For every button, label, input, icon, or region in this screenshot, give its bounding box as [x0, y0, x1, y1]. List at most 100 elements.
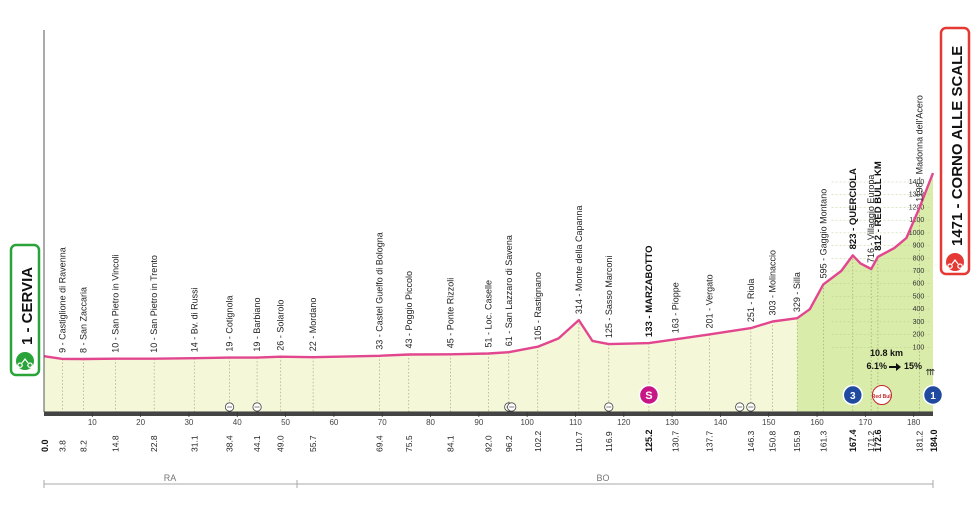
waypoint-label: 10 - San Pietro in Vincoli — [111, 254, 121, 352]
distance-axis-bar — [44, 412, 933, 416]
elevation-tick-label: 900 — [913, 243, 925, 250]
baseline-marker-icon — [604, 402, 614, 412]
waypoint-km: 110.7 — [574, 431, 584, 452]
cyclist-icon — [16, 352, 34, 370]
waypoint-km: 146.3 — [746, 430, 756, 452]
waypoint-label: 303 - Molinaccio — [768, 250, 778, 316]
waypoint-label: 201 - Vergato — [704, 274, 714, 328]
kom-icon — [842, 384, 864, 406]
badge-number: 3 — [850, 391, 856, 402]
waypoint-label: 10 - San Pietro in Trento — [149, 255, 159, 353]
x-tick-label: 150 — [762, 418, 776, 427]
x-tick-label: 70 — [378, 418, 387, 427]
waypoint-label: 45 - Ponte Rizzoli — [445, 278, 455, 349]
elevation-tick-label: 300 — [913, 319, 925, 326]
waypoint-km: 161.3 — [818, 430, 828, 452]
baseline-marker-icon — [224, 402, 235, 412]
x-tick-label: 120 — [617, 418, 631, 427]
waypoint-km: 171.2 — [866, 430, 876, 452]
x-tick-label: 180 — [907, 418, 921, 427]
waypoint-label: 251 - Riola — [746, 279, 756, 323]
elevation-tick-label: 600 — [913, 281, 925, 288]
x-tick-label: 40 — [233, 418, 242, 427]
waypoint-label: 716 - Villaggio Europa — [866, 175, 876, 263]
redbull-badge: Red Bull — [871, 385, 893, 405]
cyclist-icon — [946, 253, 964, 271]
x-tick-label: 140 — [714, 418, 728, 427]
elevation-tick-label: 800 — [913, 255, 925, 262]
elevation-tick-label: 200 — [913, 332, 925, 339]
x-tick-label: 30 — [184, 418, 193, 427]
waypoint-label: 314 - Monte della Capanna — [574, 206, 584, 315]
waypoint-label: 8 - San Zaccaria — [79, 287, 89, 353]
redbull-icon — [871, 385, 892, 405]
climb-badge: 3 — [842, 384, 864, 406]
waypoint-label: 125 - Sasso Marconi — [604, 256, 614, 339]
waypoint-km: 31.1 — [189, 435, 199, 452]
waypoint-km: 8.2 — [79, 440, 89, 452]
x-tick-label: 160 — [810, 418, 824, 427]
sprint-badge: S — [638, 384, 660, 406]
waypoint-label: 329 - Silla — [792, 272, 802, 312]
x-tick-label: 110 — [569, 418, 582, 427]
waypoint-label: 812 - RED BULL KM — [873, 161, 884, 251]
waypoint-km: 22.8 — [149, 435, 159, 452]
x-tick-label: 10 — [88, 418, 97, 427]
waypoint-km: 3.8 — [57, 440, 67, 452]
baseline-marker-icon — [252, 402, 262, 412]
x-tick-label: 170 — [859, 418, 873, 427]
finish-arrows-icon: ⇶ — [925, 368, 935, 376]
waypoint-km: 69.4 — [374, 435, 384, 452]
climb-max: 15% — [904, 361, 922, 371]
finish-label: 1471 - CORNO ALLE SCALE — [949, 46, 966, 246]
waypoint-km: 44.1 — [252, 435, 262, 452]
finish-badge: 1 — [922, 384, 944, 406]
region-label: RA — [164, 473, 177, 483]
elevation-tick-label: 100 — [913, 344, 925, 351]
elevation-tick-label: 1300 — [909, 192, 925, 199]
waypoint-label: 26 - Solarolo — [276, 300, 286, 351]
start-label: 1 - CERVIA — [19, 267, 36, 345]
x-tick-label: 100 — [520, 418, 534, 427]
waypoint-km: 49.0 — [276, 435, 286, 452]
baseline-marker-icon — [507, 402, 517, 412]
elevation-tick-label: 500 — [913, 293, 925, 300]
waypoint-km: 38.4 — [225, 435, 235, 452]
waypoint-km: 130.7 — [670, 430, 680, 452]
waypoint-label: 133 - MARZABOTTO — [644, 245, 655, 337]
elevation-tick-label: 1200 — [909, 204, 925, 211]
profile-line — [43, 172, 935, 361]
elevation-tick-label: 400 — [913, 306, 925, 313]
waypoint-label: 61 - San Lazzaro di Savena — [504, 235, 514, 346]
x-tick-label: 90 — [474, 418, 483, 427]
finish-kom-icon — [922, 384, 944, 406]
waypoint-label: 43 - Poggio Piccolo — [404, 271, 414, 349]
start-marker: 1 - CERVIA — [9, 243, 41, 377]
waypoint-km: 75.5 — [404, 435, 414, 452]
waypoint-label: 19 - Barbiano — [252, 298, 262, 352]
waypoint-label: 14 - Bv. di Russi — [189, 287, 199, 352]
baseline-marker-icon — [746, 402, 756, 412]
x-tick-label: 20 — [136, 418, 145, 427]
waypoint-label: 33 - Castel Guelfo di Bologna — [374, 232, 384, 350]
waypoint-km: 181.2 — [914, 430, 924, 452]
waypoint-km: 150.8 — [768, 430, 778, 452]
arrow-right-icon — [889, 363, 901, 371]
waypoint-label: 163 - Pioppe — [670, 282, 680, 333]
waypoint-label: 51 - Loc. Caselle — [484, 280, 494, 348]
sprint-letter: S — [645, 390, 652, 402]
x-tick-label: 50 — [281, 418, 290, 427]
redbull-text: Red Bull — [872, 394, 893, 400]
waypoint-km: 102.2 — [533, 430, 543, 452]
profile-area — [44, 173, 933, 412]
elevation-tick-label: 700 — [913, 268, 925, 275]
climb-distance: 10.8 km — [870, 348, 903, 358]
waypoint-km: 92.0 — [484, 435, 494, 452]
badge-number: 1 — [930, 391, 936, 402]
x-tick-label: 80 — [426, 418, 435, 427]
waypoint-km: 172.6 — [873, 429, 883, 452]
waypoint-label: 9 - Castiglione di Ravenna — [57, 247, 67, 353]
waypoint-label: 823 - QUERCIOLA — [848, 168, 859, 249]
waypoint-km: 125.2 — [644, 429, 654, 452]
